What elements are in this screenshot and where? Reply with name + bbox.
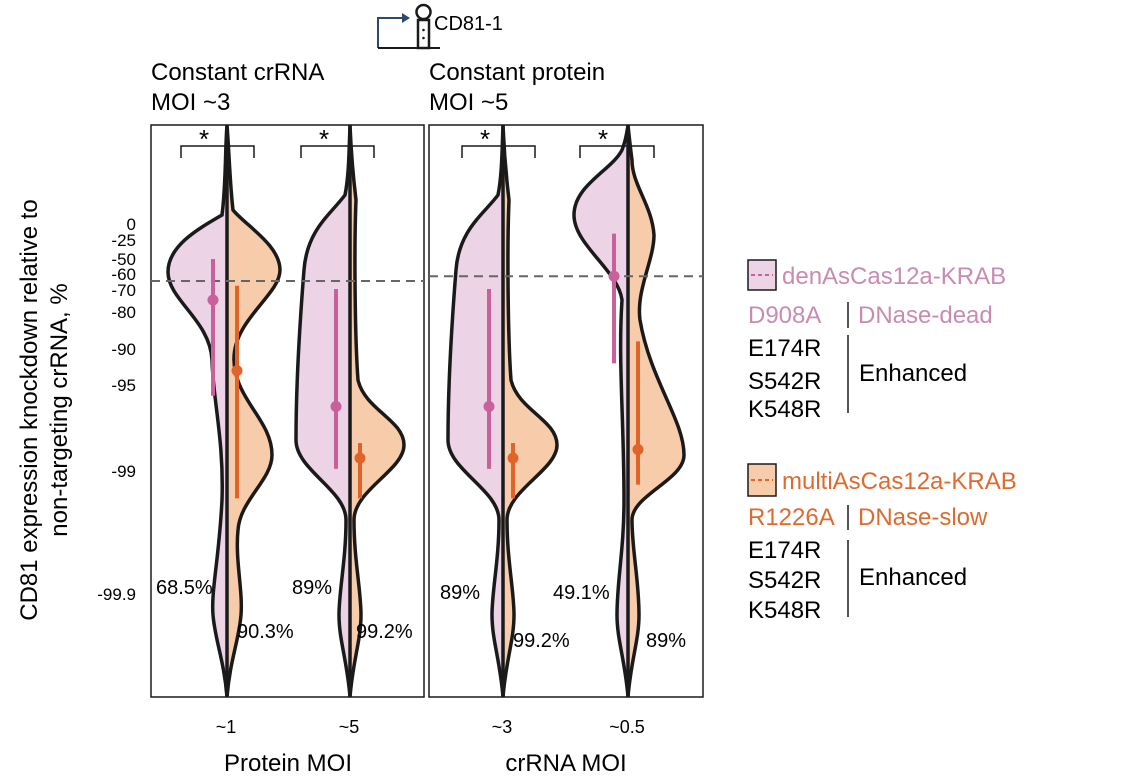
median-dot-multi-p2-g2: [632, 444, 644, 455]
y-tick-label: -80: [111, 303, 136, 322]
violin-den-p1-g2: [296, 125, 350, 697]
panel2-frame: [428, 124, 704, 698]
legend-den-name: denAsCas12a-KRAB: [782, 263, 1006, 290]
legend-multi-mutation-desc: DNase-slow: [858, 504, 988, 531]
legend-den-mutation: D908A: [748, 302, 821, 329]
legend-multi-enh-mut: S542R: [748, 567, 821, 594]
sig-bracket-p1-g1: [180, 145, 255, 158]
pct-label-multi-p2-g2: 89%: [646, 630, 686, 652]
y-tick-label: -70: [111, 281, 136, 300]
violin-den-p2-g1: [448, 125, 503, 697]
y-tick-label: -90: [111, 340, 136, 359]
y-tick-label: -95: [111, 376, 136, 395]
y-axis-label-line2: non-targeting crRNA, %: [46, 283, 73, 536]
violin-outline-p2-g2: [572, 124, 686, 698]
y-axis-label: CD81 expression knockdown relative to no…: [16, 199, 73, 621]
pct-label-multi-p1-g1: 90.3%: [237, 621, 294, 643]
y-axis-label-line1: CD81 expression knockdown relative to: [16, 199, 43, 621]
pct-label-den-p1-g2: 89%: [292, 577, 332, 599]
panel1-frame: [150, 124, 425, 698]
legend-den-enh-mut: S542R: [748, 368, 821, 395]
pct-label-multi-p1-g2: 99.2%: [356, 621, 413, 643]
sig-bracket-p2-g1: [461, 145, 536, 158]
pct-label-den-p2-g1: 89%: [440, 582, 480, 604]
violin-outline-p1-g1: [166, 124, 282, 698]
y-tick-label: -99.9: [97, 585, 136, 604]
median-dot-den-p1-g2: [330, 401, 342, 412]
pct-label-multi-p2-g1: 99.2%: [513, 630, 570, 652]
legend-den-mutation-desc: DNase-dead: [858, 302, 993, 329]
x-tick-label: ~3: [492, 717, 513, 737]
y-tick-label: 0: [127, 215, 136, 234]
y-tick-label: -50: [111, 250, 136, 269]
x-tick-label: ~0.5: [609, 717, 645, 737]
gene-label: CD81-1: [434, 13, 503, 35]
sig-bracket-p1-g2: [300, 145, 375, 158]
legend-multi-mutation: R1226A: [748, 504, 835, 531]
median-dot-den-p2-g2: [608, 270, 620, 282]
x-tick-label: ~1: [216, 717, 237, 737]
panel2-x-axis-label: crRNA MOI: [505, 750, 626, 777]
sig-star: *: [480, 124, 490, 154]
median-dot-multi-p1-g2: [354, 452, 366, 464]
panel1-title-line2: MOI ~3: [151, 89, 230, 116]
legend-den-enh-label: Enhanced: [859, 360, 967, 387]
median-dot-multi-p2-g1: [507, 452, 519, 464]
median-dot-multi-p1-g1: [231, 365, 243, 377]
legend-multi-enh-mut: E174R: [748, 537, 821, 564]
significance-brackets: [180, 145, 655, 158]
violin-multi-p2-g2: [628, 125, 684, 697]
median-dot-den-p2-g1: [483, 401, 495, 412]
y-tick-labels: 0 -25 -50 -60 -70 -80 -90 -95 -99 -99.9: [97, 215, 136, 604]
pct-label-den-p1-g1: 68.5%: [156, 577, 213, 599]
legend: denAsCas12a-KRAB D908A DNase-dead E174R …: [747, 259, 1017, 624]
legend-den-enh-mut: K548R: [748, 396, 821, 423]
panel2-title-line1: Constant protein: [429, 59, 605, 86]
legend-multi-enh-mut: K548R: [748, 597, 821, 624]
median-dot-den-p1-g1: [207, 294, 219, 306]
panel2-title-line2: MOI ~5: [429, 89, 508, 116]
violin-multi-p2-g1: [503, 125, 557, 697]
legend-multi-enh-label: Enhanced: [859, 564, 967, 591]
y-tick-label: -25: [111, 231, 136, 250]
y-tick-label: -60: [111, 265, 136, 284]
sig-star: *: [598, 124, 608, 154]
panel1-x-axis-label: Protein MOI: [224, 750, 352, 777]
y-tick-label: -99: [111, 462, 136, 481]
gene-schematic-icon: [377, 3, 440, 50]
sig-star: *: [319, 124, 329, 154]
pct-label-den-p2-g2: 49.1%: [553, 582, 610, 604]
violin-multi-p1-g2: [350, 125, 404, 697]
violin-den-p2-g2: [574, 125, 628, 697]
legend-multi-name: multiAsCas12a-KRAB: [782, 468, 1017, 495]
sig-bracket-p2-g2: [579, 145, 655, 158]
sig-star: *: [199, 124, 209, 154]
x-tick-label: ~5: [339, 717, 360, 737]
legend-den-enh-mut: E174R: [748, 335, 821, 362]
panel1-title-line1: Constant crRNA: [151, 59, 324, 86]
